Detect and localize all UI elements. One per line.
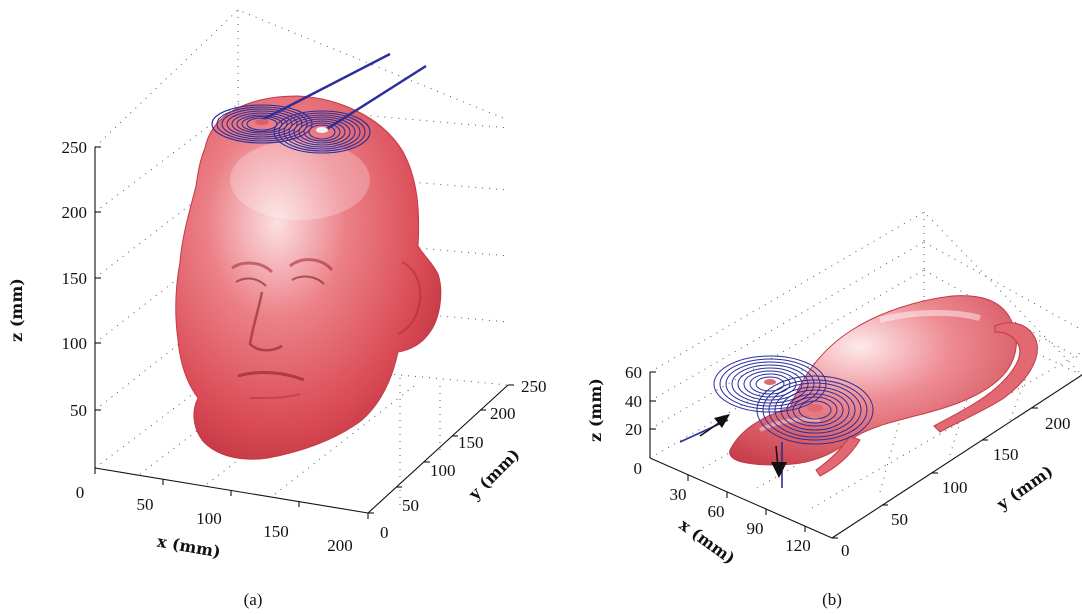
z-tick-label: 60 <box>625 363 642 382</box>
panel-b-z-tick-labels: 20 40 60 0 <box>625 363 642 478</box>
x-tick-label: 50 <box>137 495 154 514</box>
panel-b: 20 40 60 0 30 60 90 120 0 50 100 150 200… <box>586 211 1082 609</box>
panel-b-x-axis-label: x (mm) <box>676 515 739 568</box>
z-tick-label: 150 <box>62 269 88 288</box>
panel-a-z-axis-label: z (mm) <box>7 278 26 342</box>
y-tick-label: 200 <box>1045 414 1071 433</box>
x-tick-label: 100 <box>196 509 222 528</box>
x-tick-label: 200 <box>327 536 353 555</box>
z-tick-label: 50 <box>70 401 87 420</box>
panel-b-y-axis-label: y (mm) <box>992 461 1056 514</box>
panel-b-caption: (b) <box>822 590 842 609</box>
y-tick-label: 100 <box>942 478 968 497</box>
y-tick-label: 0 <box>380 523 389 542</box>
panel-b-grid <box>649 211 1082 509</box>
x-tick-label: 60 <box>708 502 725 521</box>
arrow-right-icon <box>714 414 730 428</box>
x-tick-label: 150 <box>263 522 289 541</box>
y-tick-label: 250 <box>521 377 547 396</box>
y-tick-label: 0 <box>841 541 850 560</box>
x-tick-label: 30 <box>670 485 687 504</box>
panel-b-x-tick-labels: 30 60 90 120 <box>670 485 811 555</box>
y-tick-label: 50 <box>402 496 419 515</box>
y-tick-label: 150 <box>993 445 1019 464</box>
z-tick-label: 100 <box>62 334 88 353</box>
panel-a-x-axis-label: x (mm) <box>156 532 222 562</box>
x-tick-label: 120 <box>785 536 811 555</box>
arrow-down-icon <box>771 462 787 478</box>
head-surface <box>175 95 442 460</box>
z-tick-label: 250 <box>62 138 88 157</box>
panel-a-coil <box>211 52 427 154</box>
z-tick-label: 20 <box>625 420 642 439</box>
y-tick-label: 200 <box>490 404 516 423</box>
z-tick-label: 0 <box>634 459 643 478</box>
x-tick-label: 0 <box>76 483 85 502</box>
panel-b-axes <box>649 371 1082 539</box>
panel-a: 50 100 150 200 250 0 50 100 150 200 0 50… <box>7 9 547 609</box>
panel-b-y-tick-labels: 0 50 100 150 200 <box>841 414 1071 560</box>
x-tick-label: 90 <box>747 519 764 538</box>
panel-b-current-arrows <box>699 414 787 478</box>
panel-a-x-tick-labels: 0 50 100 150 200 <box>76 483 353 555</box>
panel-b-coil <box>679 355 874 488</box>
panel-a-y-tick-labels: 0 50 100 150 200 250 <box>380 377 547 542</box>
rat-surface <box>729 295 1038 477</box>
z-tick-label: 40 <box>625 392 642 411</box>
y-tick-label: 150 <box>458 433 484 452</box>
z-tick-label: 200 <box>62 203 88 222</box>
panel-a-y-axis-label: y (mm) <box>464 445 523 504</box>
panel-a-z-tick-labels: 50 100 150 200 250 <box>62 138 88 420</box>
y-tick-label: 50 <box>891 510 908 529</box>
y-tick-label: 100 <box>430 461 456 480</box>
panel-a-axes <box>94 146 514 519</box>
panel-a-caption: (a) <box>244 590 263 609</box>
panel-b-z-axis-label: z (mm) <box>586 378 605 442</box>
